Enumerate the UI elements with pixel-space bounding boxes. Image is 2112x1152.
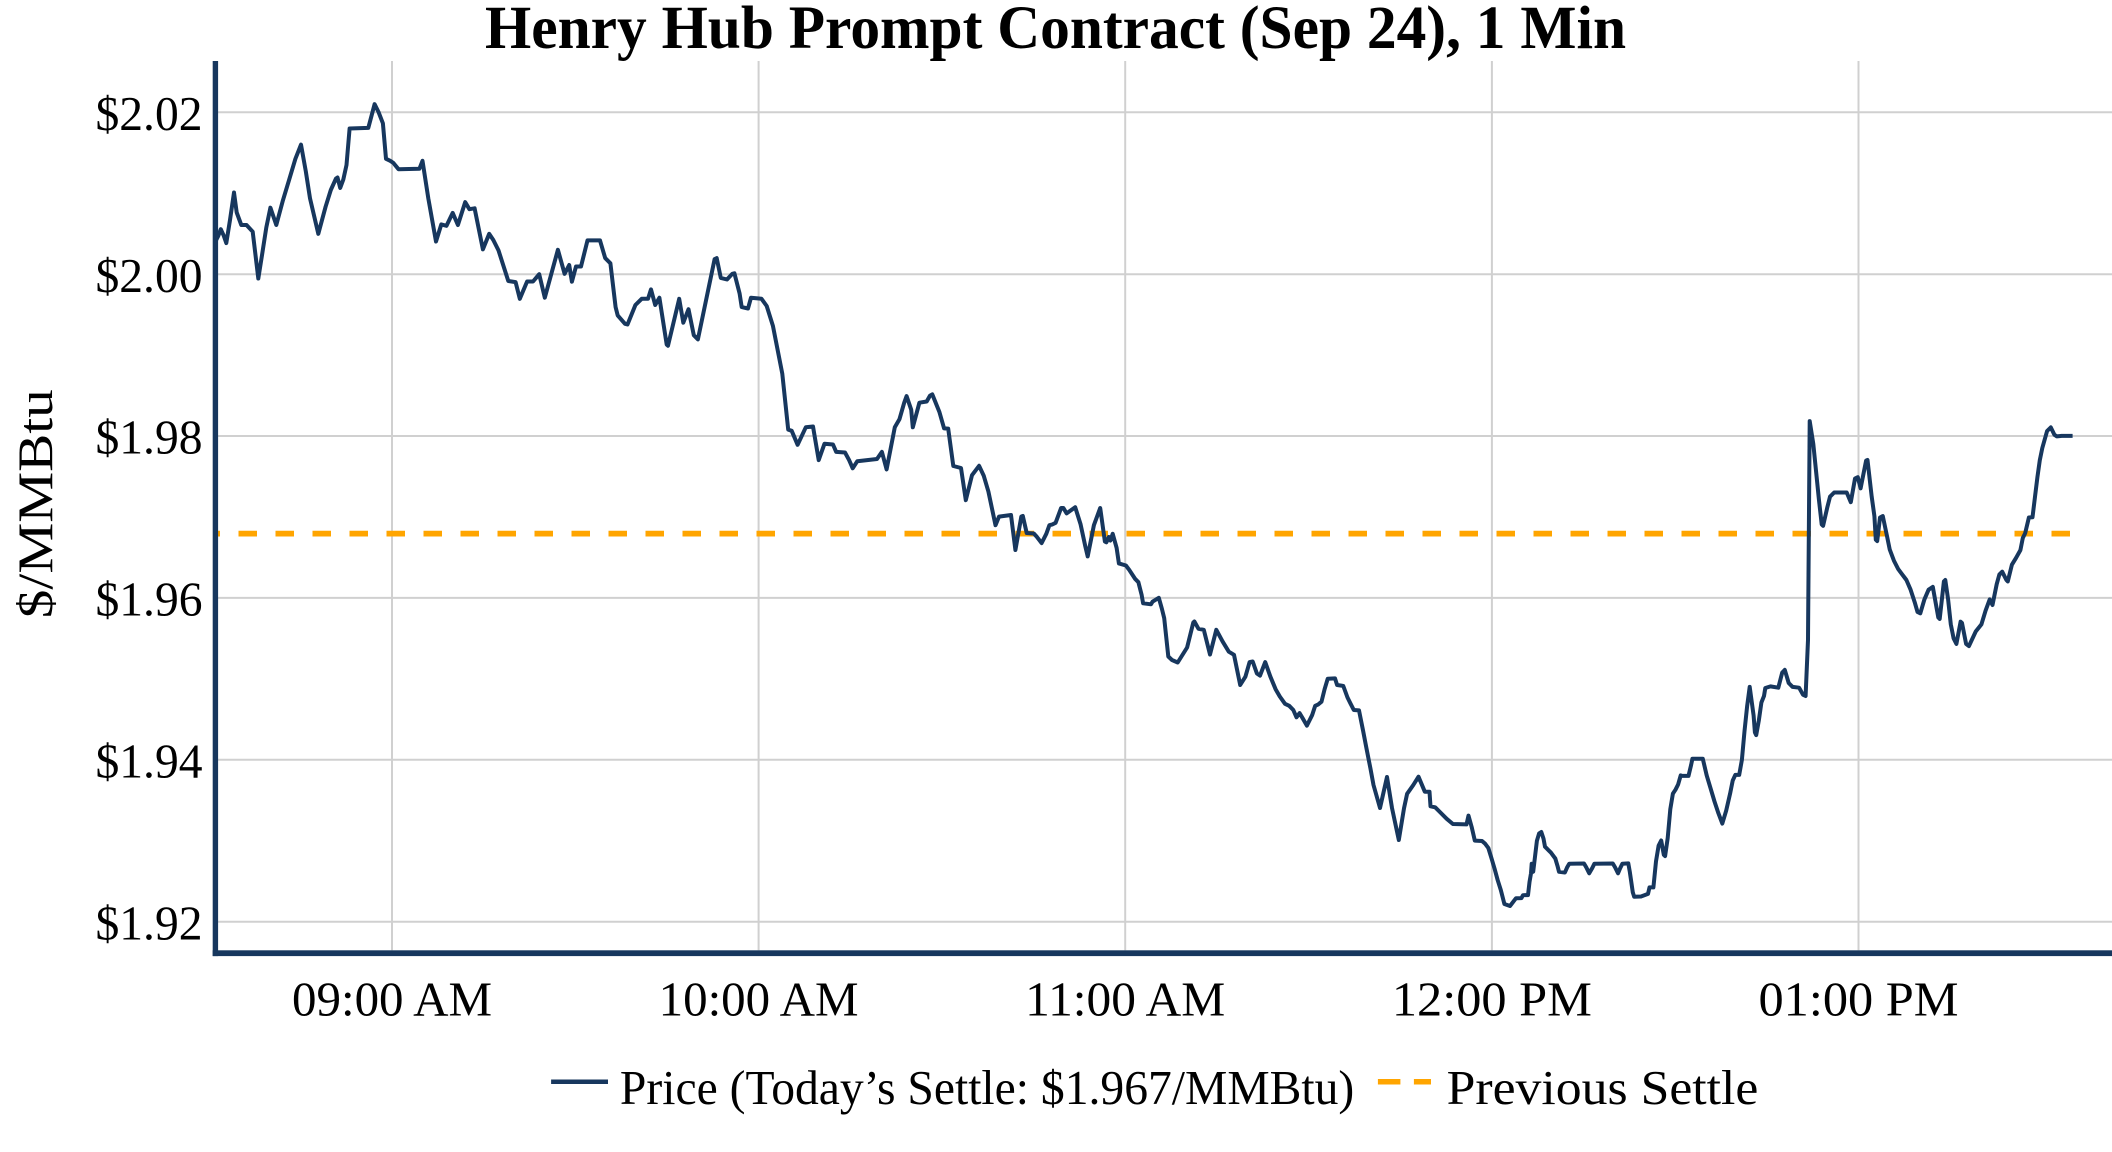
- svg-text:11:00 AM: 11:00 AM: [1025, 973, 1225, 1026]
- svg-text:$1.92: $1.92: [96, 897, 203, 950]
- svg-text:Henry Hub Prompt Contract (Sep: Henry Hub Prompt Contract (Sep 24), 1 Mi…: [485, 0, 1626, 62]
- svg-text:$1.94: $1.94: [96, 736, 203, 789]
- svg-text:$2.00: $2.00: [96, 250, 203, 303]
- svg-text:09:00 AM: 09:00 AM: [292, 973, 492, 1026]
- svg-text:$1.96: $1.96: [96, 574, 203, 627]
- svg-text:$/MMBtu: $/MMBtu: [7, 389, 63, 618]
- svg-text:Previous Settle: Previous Settle: [1447, 1060, 1759, 1115]
- svg-text:01:00 PM: 01:00 PM: [1759, 973, 1959, 1026]
- svg-text:12:00 PM: 12:00 PM: [1392, 973, 1592, 1026]
- svg-text:10:00 AM: 10:00 AM: [659, 973, 859, 1026]
- svg-text:Price (Today’s Settle: $1.967/: Price (Today’s Settle: $1.967/MMBtu): [620, 1060, 1354, 1115]
- svg-text:$1.98: $1.98: [96, 412, 203, 465]
- svg-text:$2.02: $2.02: [96, 88, 203, 141]
